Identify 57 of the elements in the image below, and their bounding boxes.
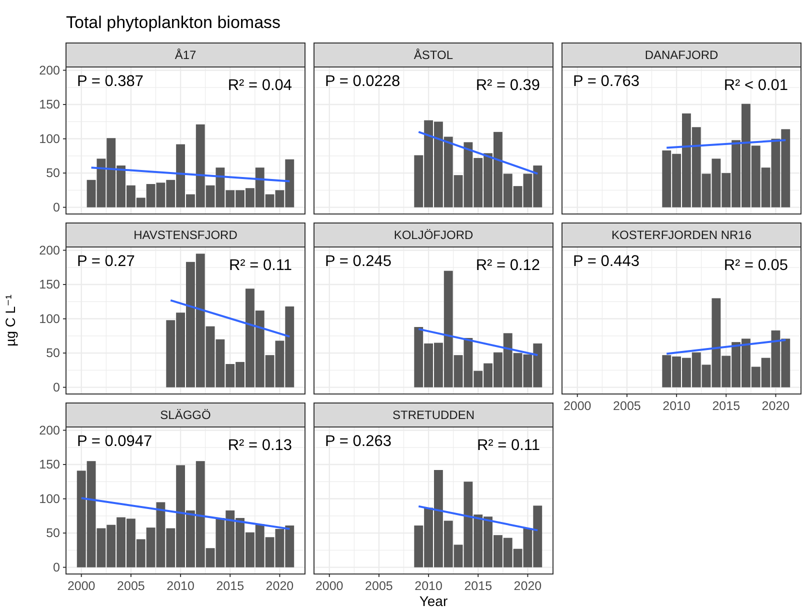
annotation: R² = 0.12 xyxy=(476,257,540,274)
x-tick-label: 2015 xyxy=(216,579,244,593)
x-tick-label: 2010 xyxy=(662,399,690,413)
x-tick-label: 2020 xyxy=(514,579,542,593)
x-tick-label: 2020 xyxy=(762,399,790,413)
x-tick-label: 2000 xyxy=(315,579,344,593)
chart-subtitle: KOSTERFJORDEN NR16 xyxy=(611,228,752,242)
y-tick-label: 200 xyxy=(39,243,60,258)
y-tick-label: 0 xyxy=(53,200,60,214)
x-tick-label: 2005 xyxy=(613,399,641,413)
x-tick-label: 2010 xyxy=(166,579,194,593)
x-tick-label: 2000 xyxy=(563,399,592,413)
annotation: P = 0.443 xyxy=(573,253,640,270)
y-tick-label: 50 xyxy=(46,526,60,540)
annotation: R² = 0.04 xyxy=(228,77,292,94)
y-tick-label: 150 xyxy=(39,98,60,112)
y-tick-label: 100 xyxy=(39,312,60,326)
chart-subtitle: STRETUDDEN xyxy=(392,408,475,422)
annotation: R² = 0.11 xyxy=(476,437,540,454)
x-tick-label: 2000 xyxy=(67,579,96,593)
annotation: R² = 0.39 xyxy=(476,77,540,94)
y-tick-label: 50 xyxy=(46,166,60,180)
chart-subtitle: KOLJÖFJORD xyxy=(394,228,474,242)
annotation: R² < 0.01 xyxy=(724,77,788,94)
annotation: P = 0.27 xyxy=(77,253,135,270)
chart-subtitle: DANAFJORD xyxy=(644,48,718,62)
y-tick-label: 50 xyxy=(46,346,60,360)
y-tick-label: 0 xyxy=(53,560,60,574)
chart-subtitle: ÅSTOL xyxy=(414,48,454,62)
annotation: R² = 0.11 xyxy=(228,257,292,274)
y-tick-label: 150 xyxy=(39,278,60,292)
annotation: P = 0.263 xyxy=(325,433,392,450)
y-tick-label: 200 xyxy=(39,423,60,438)
x-tick-label: 2005 xyxy=(365,579,393,593)
y-tick-label: 100 xyxy=(39,132,60,146)
y-tick-label: 0 xyxy=(53,380,60,394)
x-tick-label: 2015 xyxy=(464,579,492,593)
chart-subtitle: Å17 xyxy=(174,48,196,62)
annotation: R² = 0.13 xyxy=(228,437,292,454)
y-tick-label: 200 xyxy=(39,63,60,78)
annotation: P = 0.0228 xyxy=(325,73,400,90)
x-tick-label: 2010 xyxy=(414,579,442,593)
annotation: P = 0.0947 xyxy=(77,433,152,450)
x-axis-title: Year xyxy=(419,593,448,608)
annotation: P = 0.763 xyxy=(573,73,640,90)
y-axis-title: µg C L⁻¹ xyxy=(3,294,18,346)
y-tick-label: 150 xyxy=(39,458,60,472)
chart-title: Total phytoplankton biomass xyxy=(66,13,281,32)
annotation: P = 0.245 xyxy=(325,253,392,270)
chart-subtitle: SLÄGGÖ xyxy=(160,408,211,422)
x-tick-label: 2015 xyxy=(712,399,740,413)
annotation: R² = 0.05 xyxy=(724,257,788,274)
annotation: P = 0.387 xyxy=(77,73,144,90)
x-tick-label: 2020 xyxy=(266,579,294,593)
x-tick-label: 2005 xyxy=(117,579,145,593)
y-tick-label: 100 xyxy=(39,492,60,506)
chart-subtitle: HAVSTENSFJORD xyxy=(134,228,238,242)
